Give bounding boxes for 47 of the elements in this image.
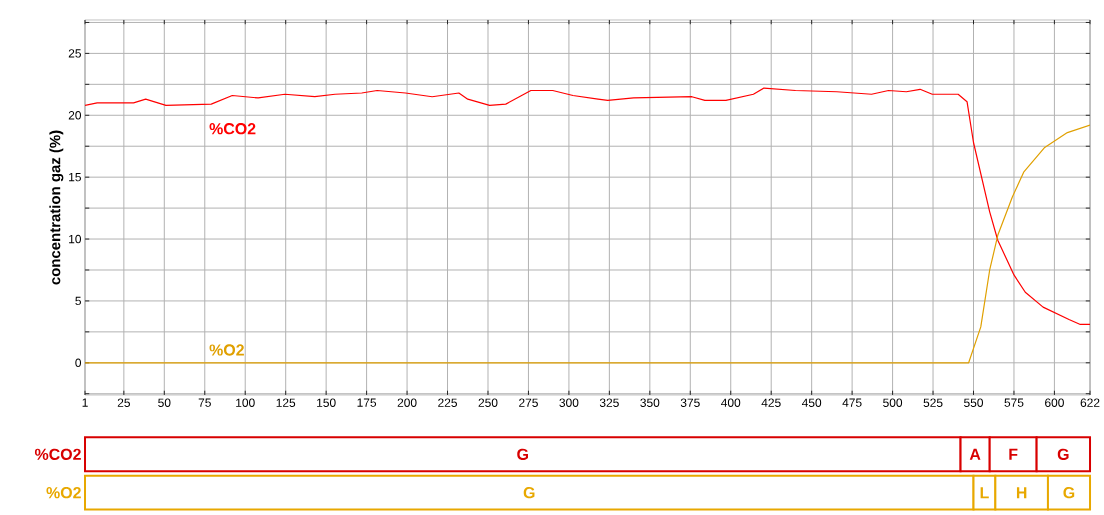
x-tick-label: 150 (317, 398, 336, 407)
data-label: G (517, 448, 528, 460)
data-label: G (1063, 487, 1075, 499)
x-tick-label: 25 (117, 398, 130, 407)
x-tick-label: 200 (397, 398, 417, 407)
x-tick-label: 125 (276, 398, 296, 407)
y-tick-label: 25 (68, 49, 81, 58)
y-tick-label: 5 (75, 296, 81, 306)
y-tick-label: %O2 (46, 487, 81, 499)
series-label: %CO2 (209, 123, 256, 135)
x-tick-label: 500 (883, 398, 903, 407)
y-tick-label: 10 (69, 234, 82, 244)
x-tick-label: 1 (82, 398, 88, 407)
x-tick-label: 425 (761, 398, 781, 407)
line-series (85, 124, 1091, 364)
x-tick-label: 275 (519, 398, 538, 407)
data-label: H (1016, 487, 1027, 499)
x-tick-label: 550 (964, 398, 984, 407)
y-tick-label: %CO2 (34, 448, 81, 460)
x-tick-label: 300 (559, 398, 579, 407)
data-label: L (980, 487, 989, 499)
data-label: F (1009, 448, 1018, 460)
data-label: G (523, 487, 535, 499)
x-tick-label: 525 (923, 398, 943, 407)
x-tick-label: 75 (198, 398, 211, 407)
series-label: %O2 (209, 344, 244, 356)
x-tick-label: 375 (680, 398, 700, 407)
x-tick-label: 450 (801, 398, 822, 407)
y-tick-label: 20 (68, 111, 82, 120)
x-tick-label: 622 (1080, 398, 1100, 407)
line-series (85, 87, 1091, 326)
x-tick-label: 400 (721, 398, 741, 407)
data-label: G (1057, 448, 1069, 460)
y-axis-title: concentration gaz (%) (49, 130, 64, 285)
x-tick-label: 575 (1004, 398, 1024, 407)
x-tick-label: 250 (478, 398, 498, 407)
x-tick-label: 475 (842, 398, 862, 407)
x-tick-label: 350 (640, 398, 660, 407)
x-tick-label: 600 (1045, 398, 1064, 407)
x-tick-label: 50 (158, 398, 171, 407)
y-tick-label: 0 (75, 358, 82, 368)
y-tick-label: 15 (69, 173, 81, 182)
data-label: A (969, 448, 981, 460)
x-tick-label: 100 (236, 398, 255, 407)
x-tick-label: 225 (438, 398, 457, 407)
x-tick-label: 175 (357, 398, 377, 407)
x-tick-label: 325 (599, 398, 619, 407)
